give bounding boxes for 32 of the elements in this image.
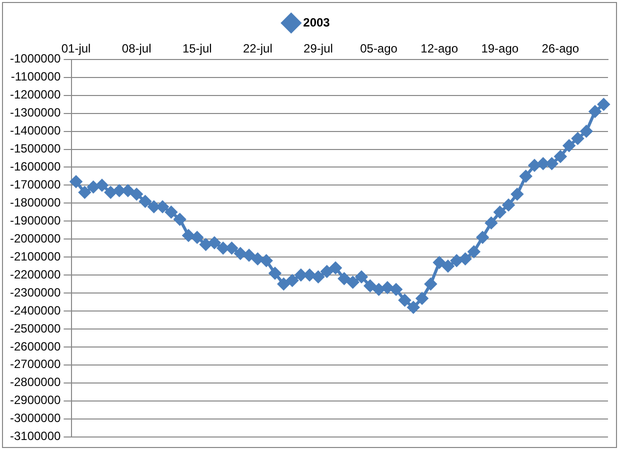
y-tick-label: -2000000 (10, 231, 62, 246)
y-tick-label: -1200000 (10, 88, 62, 102)
y-tick-label: -1600000 (10, 160, 62, 174)
y-tick-label: -2700000 (10, 357, 62, 372)
y-tick-label: -2300000 (10, 285, 62, 300)
x-tick-label: 22-jul (243, 42, 272, 56)
x-tick-label: 26-ago (542, 42, 580, 56)
y-tick-label: -2800000 (10, 375, 62, 390)
legend-label: 2003 (303, 15, 330, 30)
y-tick-label: -1500000 (10, 142, 62, 156)
x-tick-label: 29-jul (304, 42, 333, 56)
y-tick-label: -1100000 (10, 70, 62, 84)
y-tick-label: -1800000 (10, 195, 62, 210)
x-tick-label: 12-ago (420, 42, 458, 56)
x-tick-label: 05-ago (360, 42, 398, 56)
y-tick-label: -1400000 (10, 124, 62, 138)
y-tick-label: -2100000 (10, 249, 62, 264)
y-tick-label: -2400000 (10, 303, 62, 318)
y-tick-label: -1900000 (10, 213, 62, 228)
y-tick-label: -3000000 (10, 411, 62, 426)
y-tick-label: -1300000 (10, 106, 62, 120)
y-tick-label: -1700000 (10, 178, 62, 192)
y-tick-label: -2600000 (10, 339, 62, 354)
x-tick-label: 19-ago (481, 42, 519, 56)
y-tick-label: -1000000 (10, 52, 62, 66)
x-tick-label: 01-jul (61, 42, 91, 56)
y-tick-label: -2900000 (10, 393, 62, 408)
x-tick-label: 08-jul (122, 42, 152, 56)
x-tick-label: 15-jul (182, 42, 212, 56)
y-tick-label: -2200000 (10, 267, 62, 282)
y-tick-label: -2500000 (10, 321, 62, 336)
y-tick-label: -3100000 (10, 429, 62, 444)
